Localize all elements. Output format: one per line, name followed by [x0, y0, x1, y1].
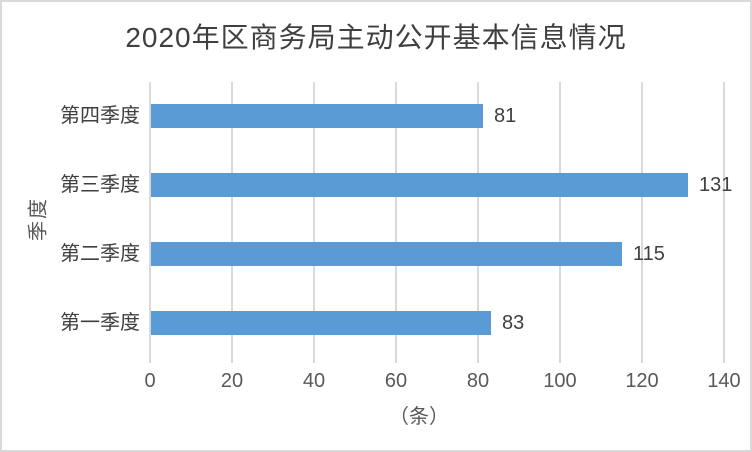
axis-tick: [559, 357, 561, 363]
axis-tick: [641, 357, 643, 363]
chart-title: 2020年区商务局主动公开基本信息情况: [125, 22, 627, 53]
x-tick-label: 40: [302, 370, 326, 392]
x-tick-label: 120: [625, 370, 659, 392]
gridline: [723, 82, 725, 357]
axis-tick: [477, 357, 479, 363]
axis-tick: [723, 357, 725, 363]
category-label: 第三季度: [60, 174, 140, 197]
x-tick-label: 80: [466, 370, 490, 392]
x-tick-label: 20: [220, 370, 244, 392]
x-tick-label: 100: [543, 370, 577, 392]
gridline: [477, 82, 479, 357]
axis-tick: [313, 357, 315, 363]
axis-tick: [231, 357, 233, 363]
x-axis-title: （条）: [389, 406, 449, 428]
bar-value-label: 83: [502, 311, 525, 334]
category-label: 第一季度: [60, 311, 140, 334]
bar: [151, 310, 491, 335]
axis-tick: [149, 357, 151, 363]
gridline: [149, 82, 151, 357]
x-tick-label: 140: [707, 370, 741, 392]
bar-value-label: 81: [494, 105, 517, 128]
x-tick-label: 60: [384, 370, 408, 392]
bar: [151, 104, 483, 129]
bar: [151, 173, 688, 198]
x-tick-label: 0: [144, 370, 156, 392]
category-label: 第二季度: [60, 242, 140, 265]
y-axis-title: 季度: [27, 197, 50, 241]
gridline: [641, 82, 643, 357]
gridline: [313, 82, 315, 357]
gridline: [395, 82, 397, 357]
bar: [151, 241, 622, 266]
bar-value-label: 131: [699, 174, 733, 197]
category-label: 第四季度: [60, 105, 140, 128]
gridline: [559, 82, 561, 357]
axis-tick: [395, 357, 397, 363]
bar-value-label: 115: [633, 242, 665, 265]
gridline: [231, 82, 233, 357]
